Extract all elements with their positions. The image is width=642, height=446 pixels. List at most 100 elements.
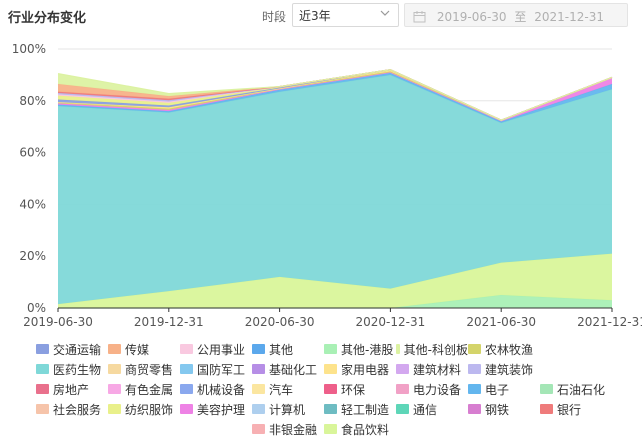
legend-label: 美容护理 xyxy=(197,402,246,417)
area-series-4[interactable] xyxy=(58,72,612,122)
legend-item[interactable]: 医药生物 xyxy=(36,361,108,378)
legend-item[interactable]: 非银金融 xyxy=(252,421,324,438)
legend-label: 商贸零售 xyxy=(125,362,174,377)
legend-label: 电力设备 xyxy=(413,382,462,397)
legend-item[interactable]: 电力设备 xyxy=(396,381,468,398)
legend-item[interactable]: 银行 xyxy=(540,401,612,418)
series-line-13 xyxy=(57,69,613,121)
legend-label: 建筑装饰 xyxy=(485,362,534,377)
legend-item[interactable]: 机械设备 xyxy=(180,381,252,398)
y-tick-label: 20% xyxy=(19,249,46,263)
date-range-separator: 至 xyxy=(514,10,527,24)
legend-swatch xyxy=(468,404,481,414)
legend-label: 汽车 xyxy=(269,382,294,397)
legend-swatch xyxy=(108,404,121,414)
legend-item[interactable]: 其他 xyxy=(252,341,324,358)
legend-swatch xyxy=(108,384,121,394)
legend-item[interactable]: 社会服务 xyxy=(36,401,108,418)
legend-label: 农林牧渔 xyxy=(485,342,534,357)
legend-label: 电子 xyxy=(485,382,510,397)
legend-swatch xyxy=(180,364,193,374)
legend-item[interactable]: 美容护理 xyxy=(180,401,252,418)
x-tick-label: 2019-12-31 xyxy=(134,315,204,329)
legend-item[interactable]: 钢铁 xyxy=(468,401,540,418)
legend-label: 其他-港股 xyxy=(341,342,394,357)
x-tick-label: 2021-12-31 xyxy=(577,315,642,329)
legend-item[interactable]: 农林牧渔 xyxy=(468,341,540,358)
legend-label: 机械设备 xyxy=(197,382,246,397)
legend-swatch xyxy=(324,424,337,434)
legend-item[interactable]: 汽车 xyxy=(252,381,324,398)
legend-label: 食品饮料 xyxy=(341,422,390,437)
legend-item[interactable]: 公用事业 xyxy=(180,341,252,358)
chart-legend: 交通运输 传媒 公用事业 其他 其他-港股 其他-科创板 农林牧渔医药生物 商贸零售 国防军工 基… xyxy=(0,339,642,439)
legend-swatch xyxy=(468,384,481,394)
legend-row: 医药生物 商贸零售 国防军工 基础化工 家用电器 建筑材料 建筑装饰 xyxy=(0,359,642,379)
legend-swatch xyxy=(36,404,49,414)
legend-item[interactable]: 家用电器 xyxy=(324,361,396,378)
period-select[interactable]: 近3年 xyxy=(292,3,399,27)
legend-item[interactable]: 食品饮料 xyxy=(324,421,396,438)
legend-label: 其他-科创板 xyxy=(403,342,468,357)
legend-swatch xyxy=(180,404,193,414)
period-label: 时段 xyxy=(262,10,287,24)
area-series-3[interactable] xyxy=(58,72,612,123)
legend-item[interactable]: 轻工制造 xyxy=(324,401,396,418)
legend-label: 传媒 xyxy=(125,342,150,357)
legend-item[interactable]: 基础化工 xyxy=(252,361,324,378)
legend-item[interactable]: 计算机 xyxy=(252,401,324,418)
legend-swatch xyxy=(252,384,265,394)
legend-label: 社会服务 xyxy=(53,402,102,417)
legend-item[interactable]: 建筑装饰 xyxy=(468,361,540,378)
legend-label: 其他 xyxy=(269,342,294,357)
area-series-1[interactable] xyxy=(58,253,612,308)
legend-item[interactable]: 交通运输 xyxy=(36,341,108,358)
legend-item[interactable]: 传媒 xyxy=(108,341,180,358)
legend-item[interactable]: 商贸零售 xyxy=(108,361,180,378)
legend-row: 社会服务 纺织服饰 美容护理 计算机 轻工制造 通信 钢铁 银行 xyxy=(0,399,642,419)
page-title: 行业分布变化 xyxy=(8,11,87,26)
legend-swatch xyxy=(108,344,121,354)
legend-label: 轻工制造 xyxy=(341,402,390,417)
legend-swatch xyxy=(252,364,265,374)
legend-swatch xyxy=(36,384,49,394)
legend-swatch xyxy=(468,364,481,374)
legend-swatch xyxy=(108,364,121,374)
legend-swatch xyxy=(396,384,409,394)
legend-item[interactable]: 房地产 xyxy=(36,381,108,398)
calendar-icon xyxy=(413,11,426,23)
legend-item[interactable]: 建筑材料 xyxy=(396,361,468,378)
legend-label: 纺织服饰 xyxy=(125,402,174,417)
y-tick-label: 80% xyxy=(19,94,46,108)
legend-row: 房地产 有色金属 机械设备 汽车 环保 电力设备 电子 石油石化 xyxy=(0,379,642,399)
legend-label: 公用事业 xyxy=(197,342,246,357)
legend-label: 家用电器 xyxy=(341,362,390,377)
legend-item[interactable]: 纺织服饰 xyxy=(108,401,180,418)
legend-label: 交通运输 xyxy=(53,342,102,357)
legend-item[interactable]: 环保 xyxy=(324,381,396,398)
legend-swatch xyxy=(324,404,337,414)
legend-item[interactable]: 国防军工 xyxy=(180,361,252,378)
legend-item[interactable]: 石油石化 xyxy=(540,381,612,398)
legend-item[interactable]: 其他-港股 xyxy=(324,341,396,358)
legend-swatch xyxy=(36,344,49,354)
y-tick-label: 100% xyxy=(12,42,46,56)
legend-item[interactable]: 通信 xyxy=(396,401,468,418)
legend-item[interactable]: 其他-科创板 xyxy=(396,341,468,358)
period-select-value: 近3年 xyxy=(299,9,331,23)
legend-label: 通信 xyxy=(413,402,438,417)
chevron-down-icon xyxy=(380,10,390,16)
date-range-picker[interactable]: 2019-06-30 至 2021-12-31 xyxy=(404,3,628,27)
legend-swatch xyxy=(324,344,337,354)
legend-swatch xyxy=(36,364,49,374)
area-series-0[interactable] xyxy=(58,295,612,308)
legend-label: 建筑材料 xyxy=(413,362,462,377)
legend-item[interactable]: 电子 xyxy=(468,381,540,398)
legend-label: 国防军工 xyxy=(197,362,246,377)
legend-item[interactable]: 有色金属 xyxy=(108,381,180,398)
legend-row: 交通运输 传媒 公用事业 其他 其他-港股 其他-科创板 农林牧渔 xyxy=(0,339,642,359)
area-series-2[interactable] xyxy=(58,74,612,305)
legend-swatch xyxy=(324,384,337,394)
legend-label: 银行 xyxy=(557,402,582,417)
x-tick-label: 2019-06-30 xyxy=(23,315,93,329)
